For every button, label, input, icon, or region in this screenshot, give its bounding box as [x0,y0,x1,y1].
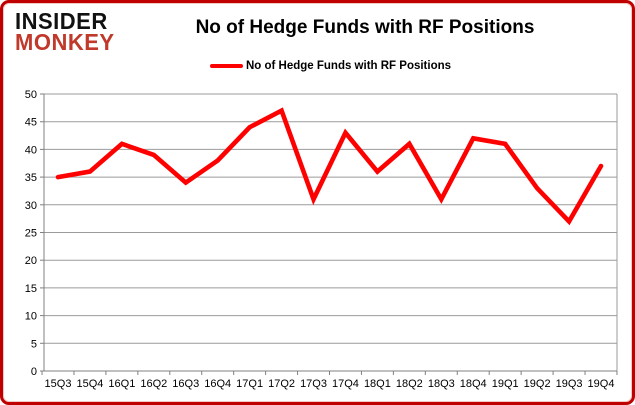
y-tick-label: 15 [25,283,37,295]
logo-line1: INSIDER [15,7,108,35]
y-axis-labels: 0 5 10 15 20 25 30 35 40 45 50 [25,89,44,378]
legend-label: No of Hedge Funds with RF Positions [245,60,452,72]
x-axis-ticks [41,371,618,375]
x-tick-label: 18Q3 [428,378,455,390]
y-tick-label: 0 [31,366,37,378]
x-tick-label: 16Q4 [204,378,231,390]
y-tick-label: 35 [25,172,37,184]
y-tick-label: 5 [31,338,37,350]
logo-line2: MONKEY [15,29,115,56]
x-axis-labels: 15Q3 15Q4 16Q1 16Q2 16Q3 16Q4 17Q1 17Q2 17Q3 17Q4… [45,378,615,390]
y-tick-label: 10 [25,311,37,323]
chart-canvas: 0 5 10 15 20 25 30 35 40 45 50 15Q3 15Q4 16Q1 16Q2 16Q3… [25,89,618,390]
x-tick-label: 16Q1 [108,378,135,390]
gridlines [44,93,617,344]
legend-line-swatch [209,64,243,68]
x-tick-label: 19Q4 [588,378,615,390]
legend: No of Hedge Funds with RF Positions [44,60,617,72]
x-tick-label: 15Q4 [76,378,103,390]
chart-title: No of Hedge Funds with RF Positions [195,17,535,38]
y-tick-label: 40 [25,144,37,156]
data-line-series [55,107,604,226]
y-tick-label: 30 [25,200,37,212]
y-tick-label: 45 [25,117,37,129]
x-tick-label: 15Q3 [45,378,72,390]
x-tick-label: 19Q2 [524,378,551,390]
x-tick-label: 19Q1 [492,378,519,390]
x-tick-label: 18Q2 [396,378,423,390]
x-tick-label: 18Q4 [460,378,487,390]
x-tick-label: 18Q1 [364,378,391,390]
insider-monkey-logo: INSIDER MONKEY [15,7,115,56]
x-tick-label: 16Q3 [172,378,199,390]
y-tick-label: 20 [25,255,37,267]
y-tick-label: 25 [25,228,37,240]
x-tick-label: 17Q3 [300,378,327,390]
x-tick-label: 17Q4 [332,378,359,390]
x-tick-label: 16Q2 [140,378,167,390]
x-tick-label: 17Q2 [268,378,295,390]
x-tick-label: 17Q1 [236,378,263,390]
y-tick-label: 50 [25,89,37,101]
x-tick-label: 19Q3 [556,378,583,390]
